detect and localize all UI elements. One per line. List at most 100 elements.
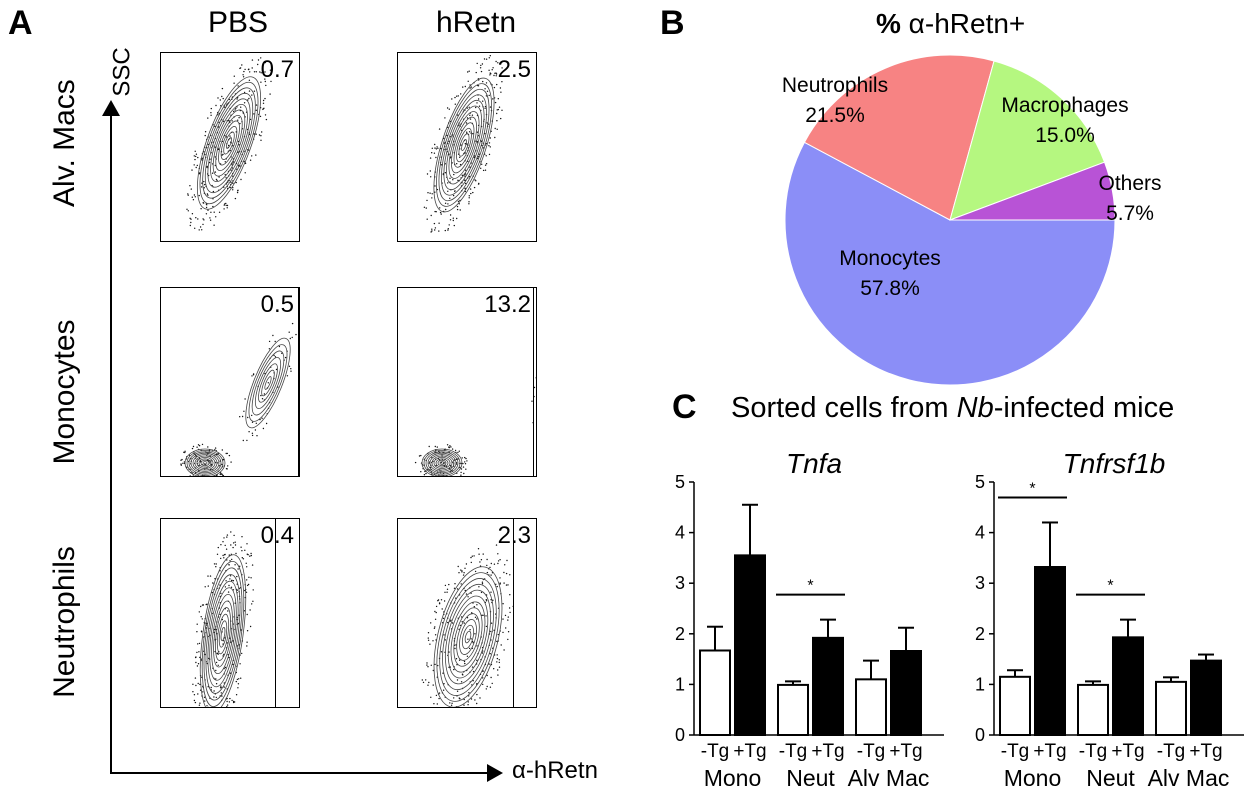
gate-percentage: 2.3 bbox=[497, 522, 531, 549]
bar-alv-mac-plus-tg bbox=[1190, 659, 1222, 736]
ssc-axis-label: SSC bbox=[108, 47, 136, 97]
y-tick-label: 1 bbox=[975, 674, 985, 694]
panel-c-title: Sorted cells from Nb-infected mice bbox=[731, 392, 1174, 425]
density-contours bbox=[433, 77, 495, 213]
event-dots bbox=[192, 531, 254, 707]
y-tick-label: 4 bbox=[675, 523, 685, 543]
panel-c-title-pre: Sorted cells from bbox=[731, 392, 957, 424]
panel-a-letter: A bbox=[8, 4, 33, 42]
pie-slice-macrophages bbox=[949, 60, 1106, 221]
bar-alv-mac-plus-tg bbox=[890, 650, 922, 736]
pie-label-neutrophils: Neutrophils bbox=[782, 74, 888, 97]
group-label: Alv Mac bbox=[848, 765, 930, 791]
event-dots bbox=[414, 377, 536, 476]
y-tick-label: 2 bbox=[675, 624, 685, 644]
bar-chart-title: Tnfa bbox=[786, 448, 842, 479]
contour-plot bbox=[423, 55, 503, 233]
bar-chart-title: Tnfrsf1b bbox=[1063, 448, 1166, 479]
contour-plot bbox=[421, 544, 514, 707]
contour-plot bbox=[180, 322, 297, 476]
pie-slice-others bbox=[949, 161, 1116, 221]
pie-label-macrophages: Macrophages bbox=[1001, 94, 1128, 117]
bar-label: -Tg bbox=[1079, 741, 1108, 762]
facs-plot-neut-hretn: 2.3 bbox=[397, 518, 537, 708]
y-tick-label: 3 bbox=[975, 573, 985, 593]
gate-line bbox=[513, 519, 514, 707]
bar-label: -Tg bbox=[857, 741, 886, 762]
density-contours bbox=[199, 554, 247, 707]
density-contours bbox=[196, 76, 262, 210]
bar-label: +Tg bbox=[1033, 741, 1066, 762]
row-label-alv-macs: Alv. Macs bbox=[48, 79, 81, 207]
significance-star: * bbox=[1029, 480, 1035, 497]
panel-c-title-italic: Nb bbox=[956, 392, 994, 424]
gate-percentage: 13.2 bbox=[484, 291, 531, 318]
group-label: Neut bbox=[1086, 765, 1135, 791]
facs-plot-mono-hretn: 13.2 bbox=[397, 287, 537, 477]
pie-value-neutrophils: 21.5% bbox=[805, 104, 865, 127]
pie-slice-monocytes bbox=[784, 141, 1116, 386]
facs-plot-alvmac-hretn: 2.5 bbox=[397, 52, 537, 242]
event-dots bbox=[180, 322, 297, 476]
y-tick-label: 2 bbox=[975, 624, 985, 644]
y-tick-label: 0 bbox=[975, 725, 985, 745]
y-tick-label: 1 bbox=[675, 674, 685, 694]
bar-alv-mac-minus-tg bbox=[1155, 680, 1187, 736]
gate-line bbox=[298, 288, 299, 476]
bar-label: -Tg bbox=[779, 741, 808, 762]
event-dots bbox=[186, 57, 272, 231]
bar-alv-mac-minus-tg bbox=[855, 678, 887, 736]
bar-label: -Tg bbox=[1001, 741, 1030, 762]
bar-label: +Tg bbox=[889, 741, 922, 762]
contour-plot bbox=[186, 57, 272, 231]
bar-neut-minus-tg bbox=[1077, 683, 1109, 737]
ssc-axis-arrowhead bbox=[102, 100, 120, 116]
hretn-axis-arrowhead bbox=[487, 764, 503, 782]
significance-star: * bbox=[1107, 578, 1113, 595]
y-tick-label: 4 bbox=[975, 523, 985, 543]
pie-title-percent: % bbox=[876, 8, 901, 39]
density-contours bbox=[421, 448, 463, 476]
pie-value-others: 5.7% bbox=[1106, 202, 1154, 225]
gate-percentage: 2.5 bbox=[497, 56, 531, 83]
group-label: Mono bbox=[1004, 765, 1062, 791]
bar-neut-plus-tg bbox=[1112, 636, 1144, 736]
panel-c-letter: C bbox=[672, 388, 697, 426]
ssc-axis-line bbox=[110, 112, 112, 774]
pie-label-others: Others bbox=[1098, 172, 1161, 195]
facs-plot-mono-pbs: 0.5 bbox=[160, 287, 300, 477]
pie-value-macrophages: 15.0% bbox=[1035, 124, 1095, 147]
gate-percentage: 0.4 bbox=[260, 522, 294, 549]
bar-mono-plus-tg bbox=[1034, 566, 1066, 737]
gate-line bbox=[275, 519, 276, 707]
bar-neut-plus-tg bbox=[812, 636, 844, 737]
panel-b-letter: B bbox=[660, 4, 685, 42]
pie-title-text: α-hRetn+ bbox=[900, 8, 1026, 39]
bar-label: +Tg bbox=[811, 741, 844, 762]
facs-plot-neut-pbs: 0.4 bbox=[160, 518, 300, 708]
y-tick-label: 0 bbox=[675, 725, 685, 745]
pie-chart: Monocytes 57.8% Neutrophils 21.5% Macrophage… bbox=[782, 54, 1162, 386]
row-label-neutrophils: Neutrophils bbox=[48, 546, 81, 698]
gate-percentage: 0.5 bbox=[260, 291, 294, 318]
bar-mono-plus-tg bbox=[734, 554, 766, 737]
bar-label: +Tg bbox=[733, 741, 766, 762]
row-label-monocytes: Monocytes bbox=[48, 319, 81, 465]
y-tick-label: 5 bbox=[975, 472, 985, 492]
pie-title: % α-hRetn+ bbox=[876, 8, 1025, 40]
bar-neut-minus-tg bbox=[777, 683, 809, 737]
event-dots bbox=[423, 55, 503, 233]
pie-value-monocytes: 57.8% bbox=[860, 277, 920, 300]
hretn-axis-line bbox=[110, 772, 490, 774]
bar-mono-minus-tg bbox=[699, 649, 731, 736]
group-label: Mono bbox=[704, 765, 762, 791]
bar-label: +Tg bbox=[1111, 741, 1144, 762]
bar-mono-minus-tg bbox=[999, 675, 1031, 736]
density-contours bbox=[184, 337, 291, 476]
y-tick-label: 3 bbox=[675, 573, 685, 593]
facs-plot-alvmac-pbs: 0.7 bbox=[160, 52, 300, 242]
group-label: Neut bbox=[786, 765, 835, 791]
hretn-axis-label: α-hRetn bbox=[512, 757, 598, 784]
